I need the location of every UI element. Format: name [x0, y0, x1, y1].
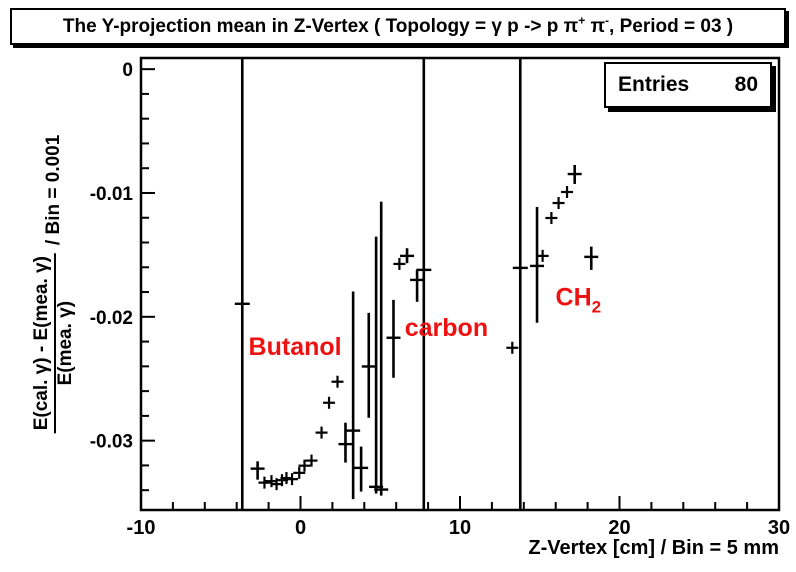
- title-segment: γ: [491, 15, 502, 37]
- y-axis-numerator: E(cal. γ) - E(mea. γ): [31, 253, 56, 434]
- title-segment: , Period = 03 ): [609, 15, 734, 37]
- title-segment: The Y-projection mean in Z-Vertex ( Topo…: [62, 15, 492, 37]
- y-axis-suffix: / Bin = 0.001: [43, 134, 64, 246]
- x-tick-label: -10: [127, 517, 156, 539]
- region-label-carbon: carbon: [405, 314, 488, 342]
- x-tick-label: 20: [608, 517, 630, 539]
- y-axis-denominator: E(mea. γ): [54, 300, 76, 386]
- y-tick-label: -0.03: [90, 432, 133, 453]
- title-superscript: +: [578, 13, 586, 28]
- y-axis-fraction: E(cal. γ) - E(mea. γ) E(mea. γ): [31, 253, 76, 434]
- title-segment: p -> p: [501, 15, 564, 37]
- page-title: The Y-projection mean in Z-Vertex ( Topo…: [62, 13, 734, 38]
- x-tick-label: 30: [768, 517, 790, 539]
- region-label-butanol: Butanol: [249, 333, 342, 361]
- x-tick-label: 10: [449, 517, 471, 539]
- region-label-ch: CH2: [556, 283, 602, 316]
- x-axis-title: Z-Vertex [cm] / Bin = 5 mm: [528, 537, 779, 559]
- title-segment: π: [590, 15, 606, 37]
- title-segment: π: [563, 15, 579, 37]
- y-tick-label: -0.02: [90, 308, 133, 329]
- title-box: The Y-projection mean in Z-Vertex ( Topo…: [10, 8, 786, 45]
- stats-entries-value: 80: [734, 73, 758, 96]
- stats-box: Entries 80: [604, 62, 772, 108]
- stats-entries-label: Entries: [618, 73, 690, 96]
- y-tick-label: -0.01: [90, 184, 134, 205]
- y-tick-label: 0: [122, 60, 133, 81]
- y-axis-title: E(cal. γ) - E(mea. γ) E(mea. γ) / Bin = …: [31, 134, 76, 434]
- title-superscript: -: [605, 13, 610, 28]
- x-tick-label: 0: [295, 517, 306, 539]
- plot-frame: [139, 56, 781, 512]
